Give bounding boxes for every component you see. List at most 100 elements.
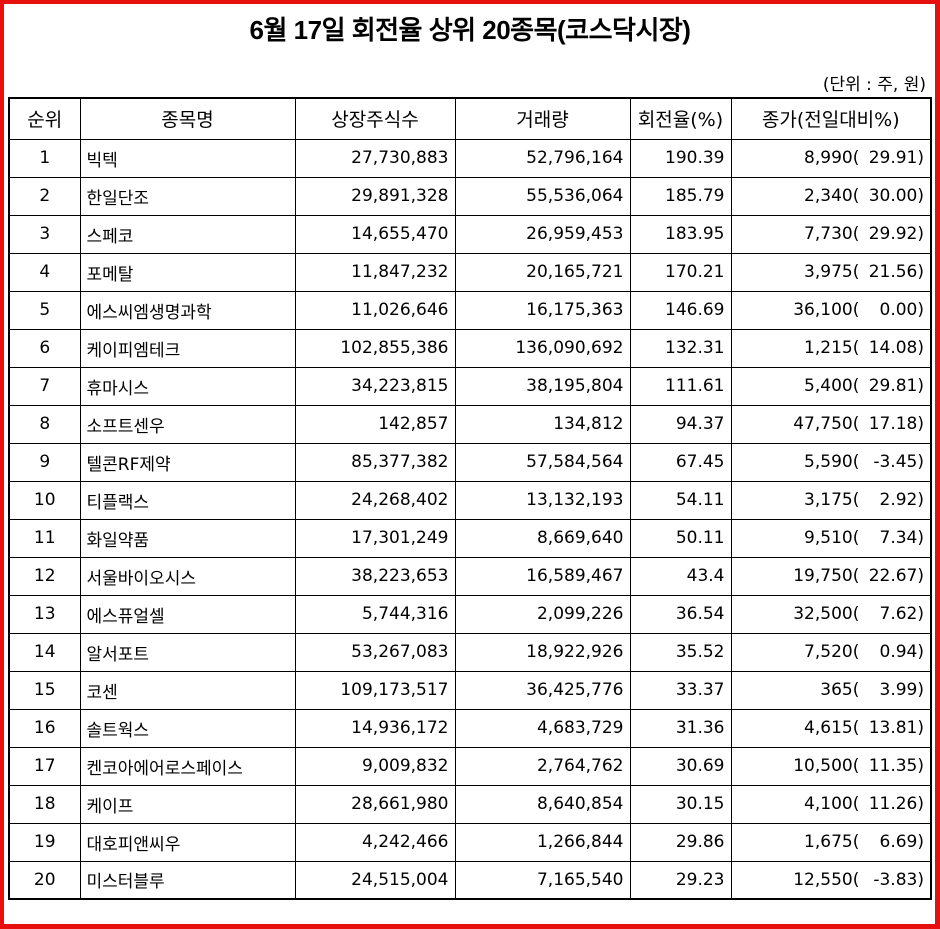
volume-cell: 134,812 <box>454 404 631 444</box>
stock-name-cell: 케이프 <box>79 784 296 824</box>
stock-name-cell: 솔트웍스 <box>79 708 296 748</box>
header-volume: 거래량 <box>454 97 631 140</box>
table-row: 10 티플랙스 24,268,402 13,132,193 54.11 3,175(2.9… <box>8 480 932 520</box>
close-paren: ) <box>917 718 924 738</box>
listed-shares-cell: 14,936,172 <box>294 708 456 748</box>
stock-name-cell: 티플랙스 <box>79 480 296 520</box>
listed-shares-cell: 142,857 <box>294 404 456 444</box>
open-paren: ( <box>852 186 860 206</box>
close-change-cell: 1,675(6.69) <box>730 822 932 862</box>
turnover-cell: 35.52 <box>629 632 732 672</box>
open-paren: ( <box>852 262 860 282</box>
rank-cell: 10 <box>8 480 81 520</box>
close-paren: ) <box>917 566 924 586</box>
close-price: 9,510 <box>804 528 853 548</box>
table-row: 3 스페코 14,655,470 26,959,453 183.95 7,730(29.9… <box>8 214 932 254</box>
close-paren: ) <box>917 186 924 206</box>
change-percent: 7.34 <box>879 528 918 548</box>
close-price: 3,975 <box>804 262 853 282</box>
open-paren: ( <box>852 566 860 586</box>
close-price: 32,500 <box>793 604 853 624</box>
header-close-change: 종가(전일대비%) <box>730 97 932 140</box>
listed-shares-cell: 109,173,517 <box>294 670 456 710</box>
close-price: 8,990 <box>804 148 853 168</box>
turnover-cell: 170.21 <box>629 252 732 292</box>
close-change-cell: 8,990(29.91) <box>730 138 932 178</box>
header-name: 종목명 <box>79 97 296 140</box>
close-price: 36,100 <box>793 300 853 320</box>
close-price: 19,750 <box>793 566 853 586</box>
close-paren: ) <box>917 338 924 358</box>
stock-name-cell: 한일단조 <box>79 176 296 216</box>
rank-cell: 17 <box>8 746 81 786</box>
change-percent: 0.94 <box>879 642 918 662</box>
close-change-cell: 47,750(17.18) <box>730 404 932 444</box>
stock-name-cell: 케이피엠테크 <box>79 328 296 368</box>
rank-cell: 4 <box>8 252 81 292</box>
close-paren: ) <box>917 869 924 890</box>
turnover-cell: 67.45 <box>629 442 732 482</box>
listed-shares-cell: 5,744,316 <box>294 594 456 634</box>
turnover-cell: 30.15 <box>629 784 732 824</box>
open-paren: ( <box>852 414 860 434</box>
volume-cell: 55,536,064 <box>454 176 631 216</box>
table-row: 12 서울바이오시스 38,223,653 16,589,467 43.4 19,750(… <box>8 556 932 596</box>
listed-shares-cell: 9,009,832 <box>294 746 456 786</box>
turnover-cell: 43.4 <box>629 556 732 596</box>
listed-shares-cell: 17,301,249 <box>294 518 456 558</box>
close-paren: ) <box>917 642 924 662</box>
table-row: 1 빅텍 27,730,883 52,796,164 190.39 8,990(29.91… <box>8 138 932 178</box>
close-change-cell: 36,100(0.00) <box>730 290 932 330</box>
stock-name-cell: 알서포트 <box>79 632 296 672</box>
table-row: 9 텔콘RF제약 85,377,382 57,584,564 67.45 5,590(-3… <box>8 442 932 482</box>
close-price: 4,615 <box>804 718 853 738</box>
close-price: 2,340 <box>804 186 853 206</box>
header-turnover: 회전율(%) <box>629 97 732 140</box>
change-percent: 29.92 <box>868 224 918 244</box>
volume-cell: 8,640,854 <box>454 784 631 824</box>
volume-cell: 4,683,729 <box>454 708 631 748</box>
page-title: 6월 17일 회전율 상위 20종목(코스닥시장) <box>249 15 691 45</box>
table-row: 17 켄코아에어로스페이스 9,009,832 2,764,762 30.69 10,50… <box>8 746 932 786</box>
listed-shares-cell: 24,515,004 <box>294 860 456 900</box>
change-percent: -3.45 <box>873 452 918 472</box>
open-paren: ( <box>852 756 860 776</box>
close-paren: ) <box>917 528 924 548</box>
stock-name-cell: 에스퓨얼셀 <box>79 594 296 634</box>
volume-cell: 18,922,926 <box>454 632 631 672</box>
close-change-cell: 3,175(2.92) <box>730 480 932 520</box>
change-percent: 30.00 <box>868 186 918 206</box>
table-row: 19 대호피앤씨우 4,242,466 1,266,844 29.86 1,675(6.6… <box>8 822 932 862</box>
change-percent: 14.08 <box>868 338 918 358</box>
change-percent: 21.56 <box>868 262 918 282</box>
rank-cell: 16 <box>8 708 81 748</box>
rank-cell: 8 <box>8 404 81 444</box>
stock-name-cell: 켄코아에어로스페이스 <box>79 746 296 786</box>
close-paren: ) <box>917 604 924 624</box>
volume-cell: 136,090,692 <box>454 328 631 368</box>
volume-cell: 8,669,640 <box>454 518 631 558</box>
change-percent: 22.67 <box>868 566 918 586</box>
turnover-cell: 190.39 <box>629 138 732 178</box>
table-row: 18 케이프 28,661,980 8,640,854 30.15 4,100(11.26… <box>8 784 932 824</box>
close-price: 7,730 <box>804 224 853 244</box>
table-row: 20 미스터블루 24,515,004 7,165,540 29.23 12,550(-3… <box>8 860 932 900</box>
close-paren: ) <box>917 414 924 434</box>
close-paren: ) <box>917 376 924 396</box>
listed-shares-cell: 53,267,083 <box>294 632 456 672</box>
open-paren: ( <box>852 832 860 852</box>
close-change-cell: 4,615(13.81) <box>730 708 932 748</box>
turnover-cell: 36.54 <box>629 594 732 634</box>
rank-cell: 13 <box>8 594 81 634</box>
change-percent: 6.69 <box>879 832 918 852</box>
change-percent: 3.99 <box>879 680 918 700</box>
turnover-cell: 29.86 <box>629 822 732 862</box>
rank-cell: 7 <box>8 366 81 406</box>
turnover-cell: 111.61 <box>629 366 732 406</box>
open-paren: ( <box>852 300 860 320</box>
turnover-ranking-table: 순위 종목명 상장주식수 거래량 회전율(%) 종가(전일대비%) 1 빅텍 27,… <box>8 97 932 900</box>
change-percent: 29.81 <box>868 376 918 396</box>
volume-cell: 2,764,762 <box>454 746 631 786</box>
close-change-cell: 2,340(30.00) <box>730 176 932 216</box>
open-paren: ( <box>852 528 860 548</box>
